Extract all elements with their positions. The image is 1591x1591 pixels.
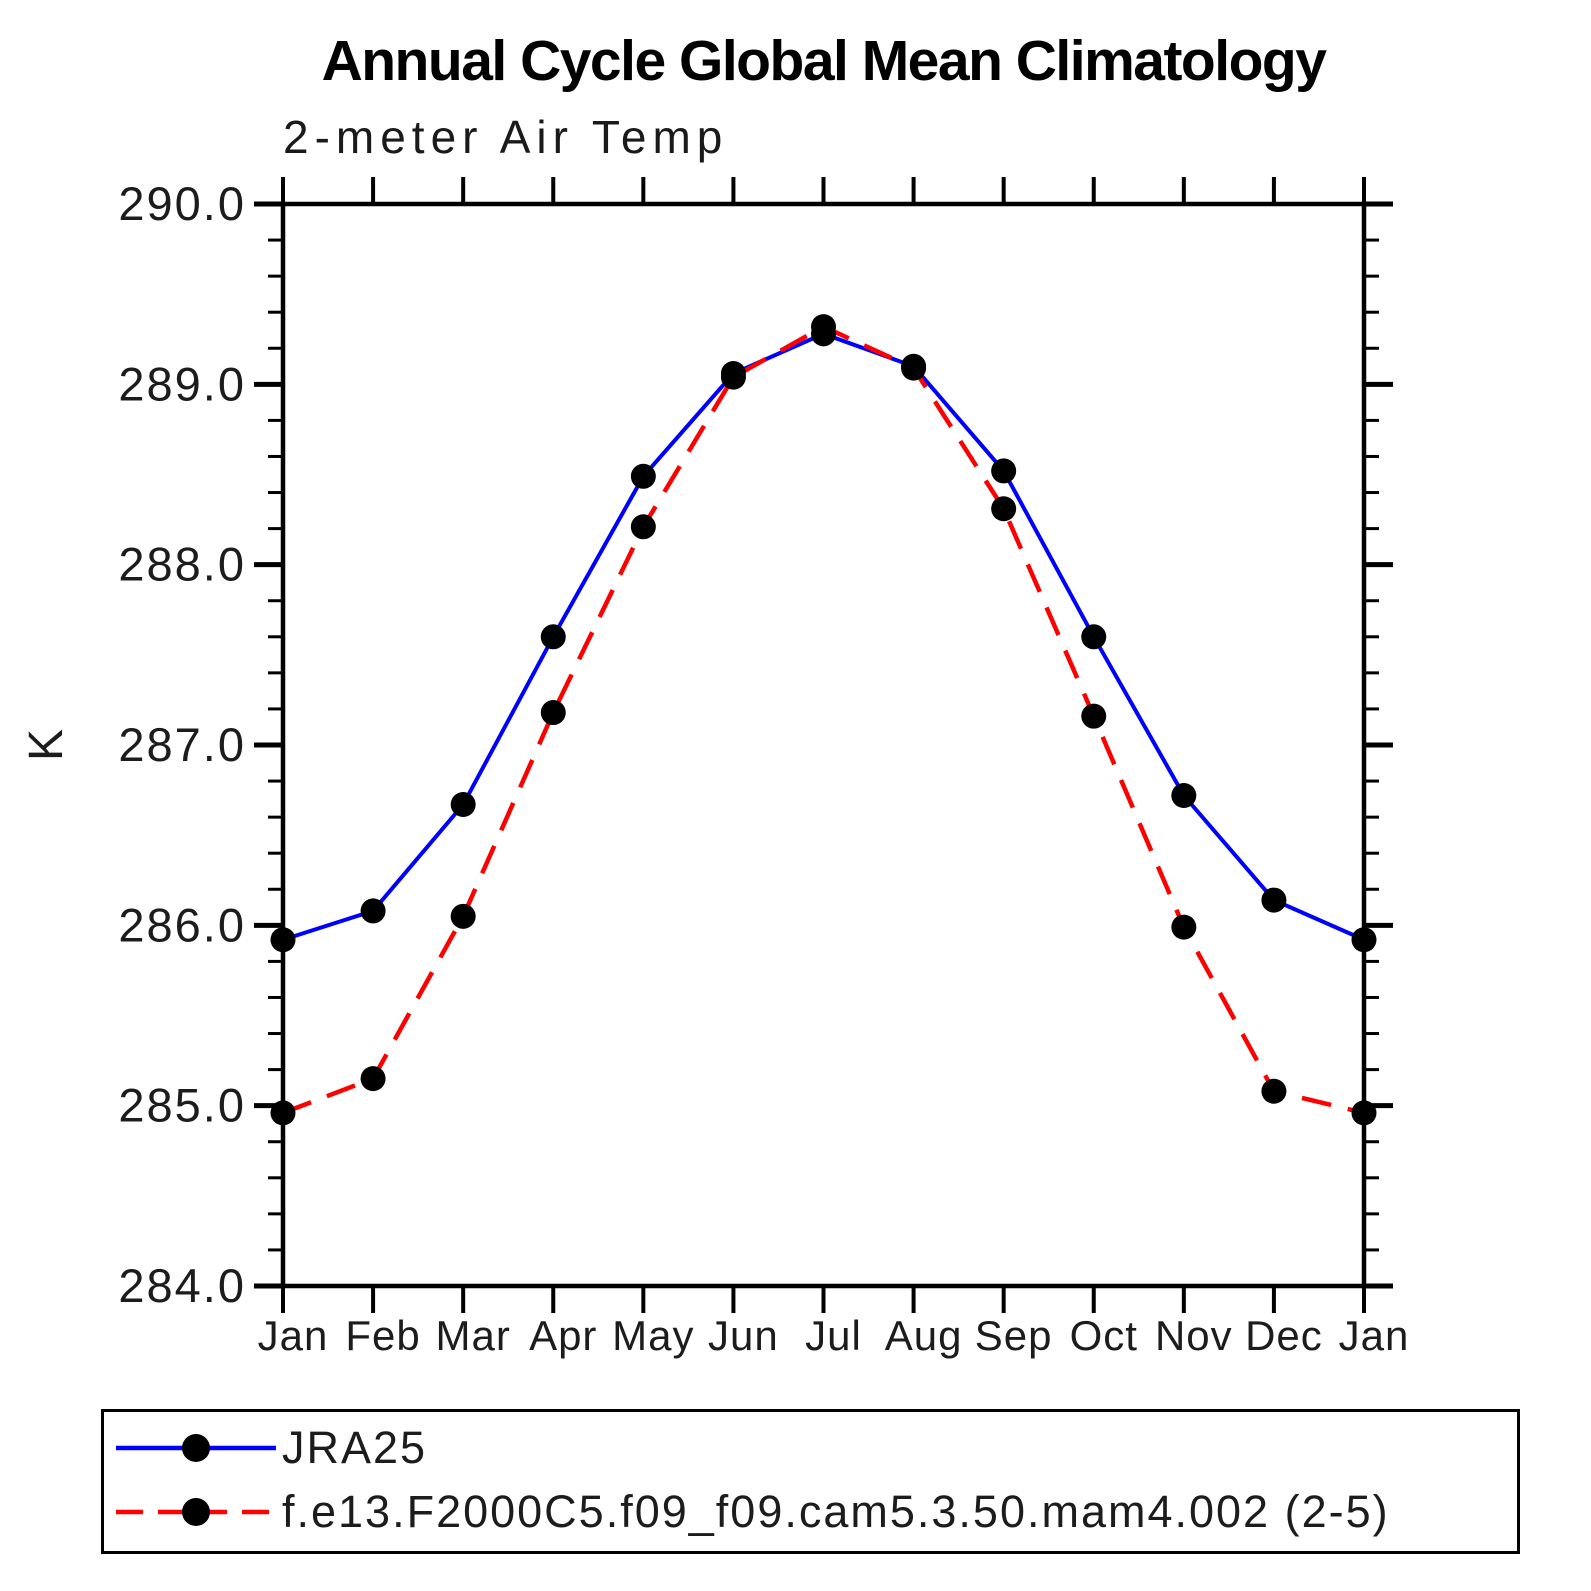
y-axis-title: K [20, 729, 73, 761]
data-point-marker [450, 903, 476, 929]
data-point-marker [1351, 1100, 1377, 1126]
legend-item: f.e13.F2000C5.f09_f09.cam5.3.50.mam4.002… [110, 1486, 1390, 1537]
y-tick-label: 286.0 [118, 898, 246, 951]
y-axis-minor-ticks [268, 238, 1379, 1252]
x-tick-label: Jun [708, 1312, 779, 1359]
data-point-marker [630, 463, 656, 489]
y-tick-label: 287.0 [118, 718, 246, 771]
data-point-marker [540, 624, 566, 650]
data-point-marker [1081, 624, 1107, 650]
x-tick-label: Sep [975, 1312, 1053, 1359]
x-tick-label: Jan [258, 1312, 329, 1359]
data-point-marker [270, 1100, 296, 1126]
x-tick-label: Jul [805, 1312, 862, 1359]
data-point-marker [1261, 887, 1287, 913]
legend-marker [182, 1434, 210, 1462]
series-line-0 [282, 331, 1365, 942]
data-point-marker [1171, 782, 1197, 808]
chart-title: Annual Cycle Global Mean Climatology [321, 29, 1327, 93]
data-point-marker [1171, 914, 1197, 940]
legend-swatch-line [116, 1434, 276, 1462]
x-axis-labels: Jan Feb Mar Apr May Jun Jul Aug Sep Oct Nov Dec Jan [258, 1312, 1410, 1359]
y-axis-labels: 290.0 289.0 288.0 287.0 286.0 285.0 284.0 [118, 177, 246, 1312]
plot-frame [280, 201, 1367, 1289]
y-tick-label: 288.0 [118, 538, 246, 591]
data-point-marker [270, 927, 296, 953]
series-markers-0 [270, 321, 1377, 953]
y-tick-label: 289.0 [118, 357, 246, 410]
x-tick-label: Nov [1155, 1312, 1233, 1359]
series-markers-1 [270, 314, 1377, 1126]
legend-label: JRA25 [282, 1422, 428, 1473]
y-axis-major-ticks [254, 201, 1393, 1289]
y-tick-label: 285.0 [118, 1079, 246, 1132]
chart-subtitle: 2-meter Air Temp [283, 111, 729, 163]
x-tick-label: Aug [885, 1312, 963, 1359]
data-point-marker [991, 458, 1017, 484]
x-tick-label: Mar [435, 1312, 510, 1359]
data-point-marker [811, 314, 836, 340]
x-tick-label: Dec [1245, 1312, 1323, 1359]
data-point-marker [720, 364, 746, 390]
data-point-marker [630, 514, 656, 540]
legend: JRA25 f.e13.F2000C5.f09_f09.cam5.3.50.ma… [101, 1409, 1520, 1554]
data-point-marker [1261, 1078, 1287, 1104]
x-tick-label: Jan [1339, 1312, 1410, 1359]
x-axis-ticks [281, 177, 1366, 1313]
data-point-marker [991, 496, 1017, 522]
legend-item: JRA25 [110, 1422, 428, 1473]
data-point-marker [540, 700, 566, 726]
x-tick-label: Apr [529, 1312, 597, 1359]
data-point-marker [901, 355, 927, 381]
y-tick-label: 290.0 [118, 177, 246, 230]
data-point-marker [360, 898, 386, 924]
x-tick-label: May [612, 1312, 694, 1359]
x-tick-label: Oct [1070, 1312, 1138, 1359]
x-tick-label: Feb [345, 1312, 420, 1359]
legend-label: f.e13.F2000C5.f09_f09.cam5.3.50.mam4.002… [282, 1486, 1390, 1537]
data-point-marker [1081, 703, 1107, 729]
legend-marker [182, 1498, 210, 1526]
legend-swatch-line [116, 1498, 276, 1526]
data-point-marker [450, 792, 476, 818]
series-line-1 [282, 324, 1365, 1116]
y-tick-label: 284.0 [118, 1259, 246, 1312]
data-point-marker [1351, 927, 1377, 953]
svg-text:K: K [20, 729, 73, 761]
data-point-marker [360, 1066, 386, 1092]
